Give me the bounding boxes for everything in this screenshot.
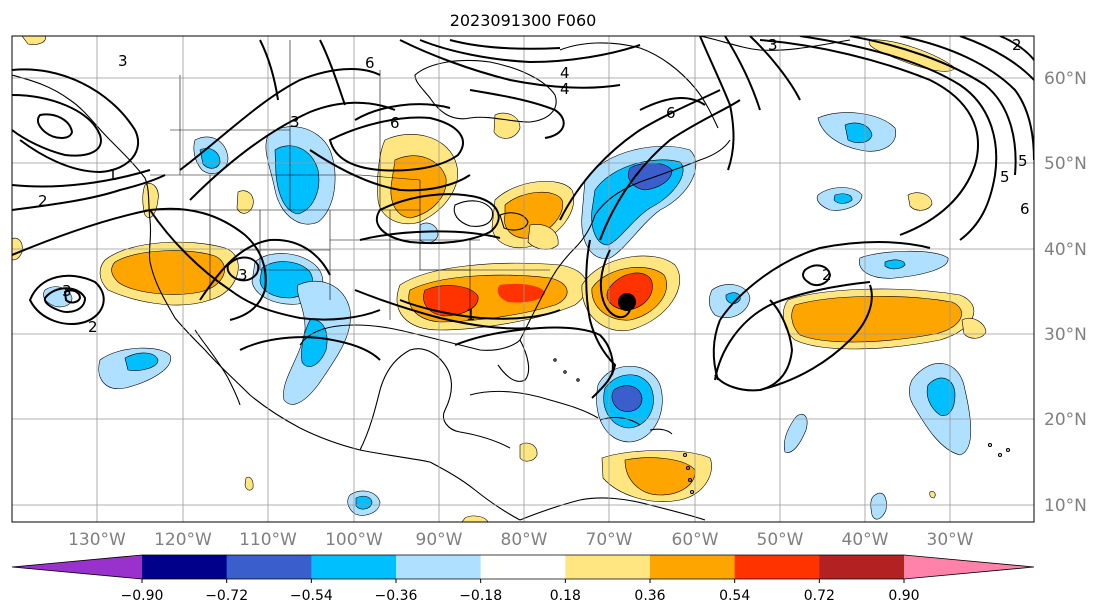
lat-label: 30°N bbox=[1044, 325, 1087, 345]
colorbar-tick-label: −0.36 bbox=[375, 588, 418, 604]
colorbar-segment bbox=[311, 555, 397, 579]
contour-label: 2 bbox=[38, 192, 48, 210]
colorbar: −0.90 −0.72 −0.54 −0.36 −0.18 0.18 0.36 0.54 0.7… bbox=[11, 554, 1035, 604]
height-contours bbox=[12, 36, 1034, 399]
contour-label: 3 bbox=[290, 113, 300, 131]
contour-label: 5 bbox=[1000, 168, 1010, 186]
lon-label: 120°W bbox=[154, 530, 212, 550]
map-frame bbox=[11, 35, 1035, 523]
contour-label: 3 bbox=[768, 36, 778, 54]
lat-label: 50°N bbox=[1044, 154, 1087, 174]
colorbar-tick-label: 0.18 bbox=[550, 588, 581, 604]
lon-label: 80°W bbox=[501, 530, 548, 550]
contour-label: 1 bbox=[108, 166, 118, 184]
colorbar-segment bbox=[904, 555, 1034, 579]
lon-label: 60°W bbox=[672, 530, 719, 550]
colorbar-segment bbox=[480, 555, 566, 579]
anomaly-fills bbox=[12, 36, 987, 522]
lat-label: 40°N bbox=[1044, 240, 1087, 260]
colorbar-segment bbox=[819, 555, 905, 579]
lon-label: 30°W bbox=[927, 530, 974, 550]
contour-labels: 6 4 3 6 3 2 1 3 2 3 1 2 6 4 5 6 5 3 2 bbox=[38, 36, 1030, 336]
lon-label: 130°W bbox=[68, 530, 126, 550]
lon-label: 100°W bbox=[325, 530, 383, 550]
colorbar-segment bbox=[565, 555, 651, 579]
colorbar-segment bbox=[226, 555, 312, 579]
map-content: 6 4 3 6 3 2 1 3 2 3 1 2 6 4 5 6 5 3 2 bbox=[12, 36, 1034, 522]
colorbar-tick-label: 0.90 bbox=[888, 588, 919, 604]
contour-label: 4 bbox=[560, 80, 570, 98]
contour-label: 1 bbox=[466, 306, 476, 324]
contour-label: 3 bbox=[118, 52, 128, 70]
colorbar-tick-label: 0.54 bbox=[719, 588, 750, 604]
colorbar-tick-label: −0.54 bbox=[290, 588, 333, 604]
storm-center-marker bbox=[618, 293, 636, 311]
lon-label: 90°W bbox=[416, 530, 463, 550]
contour-label: 2 bbox=[822, 266, 832, 284]
lon-labels: 130°W 120°W 110°W 100°W 90°W 80°W 70°W 6… bbox=[68, 530, 974, 550]
colorbar-tick-label: 0.72 bbox=[804, 588, 835, 604]
map-title: 2023091300 F060 bbox=[450, 11, 597, 30]
contour-label: 6 bbox=[1020, 200, 1030, 218]
contour-label: 6 bbox=[365, 54, 375, 72]
colorbar-segment bbox=[396, 555, 482, 579]
colorbar-segment bbox=[734, 555, 820, 579]
lat-label: 10°N bbox=[1044, 496, 1087, 516]
colorbar-segment bbox=[142, 555, 228, 579]
contour-label: 3 bbox=[62, 282, 72, 300]
lat-label: 20°N bbox=[1044, 410, 1087, 430]
contour-label: 6 bbox=[666, 104, 676, 122]
colorbar-tick-label: −0.90 bbox=[121, 588, 164, 604]
colorbar-segment bbox=[650, 555, 736, 579]
contour-label: 6 bbox=[390, 114, 400, 132]
contour-label: 2 bbox=[88, 318, 98, 336]
colorbar-tick-label: −0.18 bbox=[459, 588, 502, 604]
lat-labels: 60°N 50°N 40°N 30°N 20°N 10°N bbox=[1044, 69, 1087, 516]
lon-label: 40°W bbox=[842, 530, 889, 550]
colorbar-tick-label: −0.72 bbox=[205, 588, 248, 604]
colorbar-segment bbox=[12, 555, 142, 579]
coastlines bbox=[12, 36, 1011, 521]
contour-label: 3 bbox=[238, 266, 248, 284]
colorbar-tick-label: 0.36 bbox=[634, 588, 665, 604]
contour-label: 5 bbox=[1018, 152, 1028, 170]
lon-label: 110°W bbox=[239, 530, 297, 550]
state-borders bbox=[145, 40, 550, 320]
contour-label: 2 bbox=[1012, 36, 1022, 54]
contour-label: 4 bbox=[560, 64, 570, 82]
lon-label: 70°W bbox=[586, 530, 633, 550]
lon-label: 50°W bbox=[757, 530, 804, 550]
lat-label: 60°N bbox=[1044, 69, 1087, 89]
